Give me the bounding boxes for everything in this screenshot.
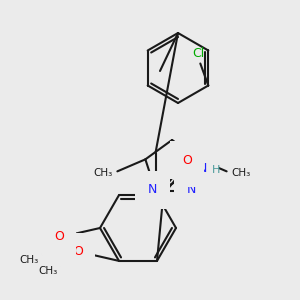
Text: CH₃: CH₃ bbox=[94, 168, 113, 178]
Text: CH₃: CH₃ bbox=[231, 168, 250, 178]
Text: O: O bbox=[73, 245, 83, 258]
Text: CH₃: CH₃ bbox=[38, 266, 58, 276]
Text: N: N bbox=[197, 161, 207, 175]
Text: O: O bbox=[182, 154, 192, 166]
Text: CH₃: CH₃ bbox=[20, 255, 39, 265]
Text: N: N bbox=[148, 183, 157, 196]
Text: O: O bbox=[54, 230, 64, 242]
Text: Cl: Cl bbox=[192, 47, 204, 60]
Text: H: H bbox=[212, 165, 220, 175]
Text: N: N bbox=[187, 183, 196, 196]
